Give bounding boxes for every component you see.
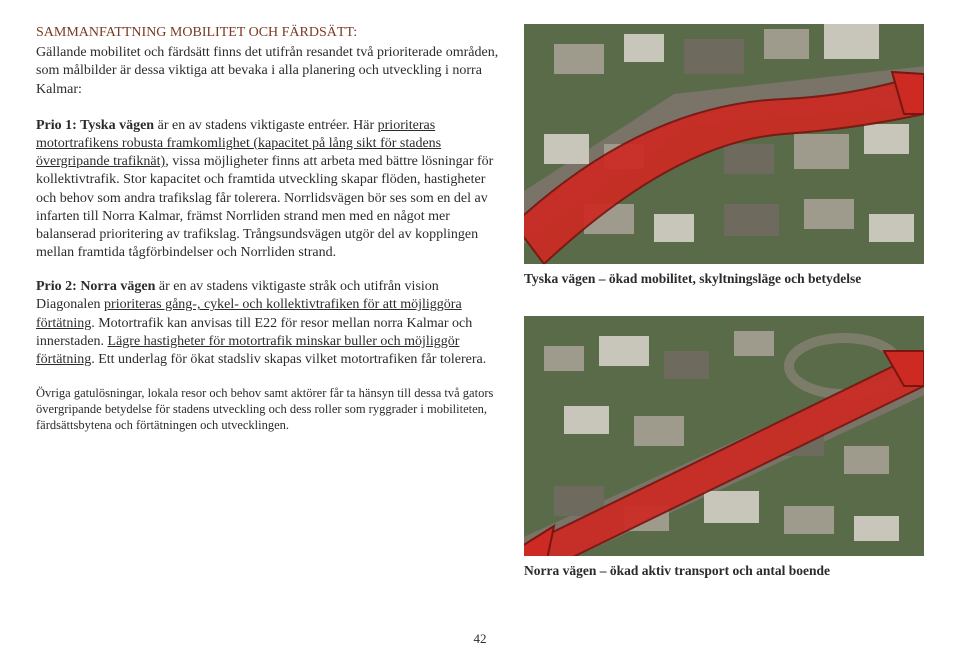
page-number: 42 [36,631,924,648]
section-heading: SAMMANFATTNING MOBILITET OCH FÄRDSÄTT: [36,24,500,42]
prio2-t3: . Ett underlag för ökat stadsliv skapas … [91,352,486,367]
closing-paragraph: Övriga gatulösningar, lokala resor och b… [36,385,500,433]
prio2-paragraph: Prio 2: Norra vägen är en av stadens vik… [36,278,500,369]
caption-tyska-vagen: Tyska vägen – ökad mobilitet, skyltnings… [524,270,924,288]
prio1-t2: , vissa möjligheter finns att arbeta med… [36,154,493,260]
prio2-lead: Prio 2: Norra vägen [36,279,155,294]
intro-text: Gällande mobilitet och färdsätt finns de… [36,44,500,99]
prio1-lead: Prio 1: Tyska vägen [36,118,154,133]
figure-norra-vagen [524,316,924,556]
figure-tyska-vagen [524,24,924,264]
caption-norra-vagen: Norra vägen – ökad aktiv transport och a… [524,562,924,580]
prio1-t1: är en av stadens viktigaste entréer. Här [154,118,378,133]
prio1-paragraph: Prio 1: Tyska vägen är en av stadens vik… [36,117,500,263]
